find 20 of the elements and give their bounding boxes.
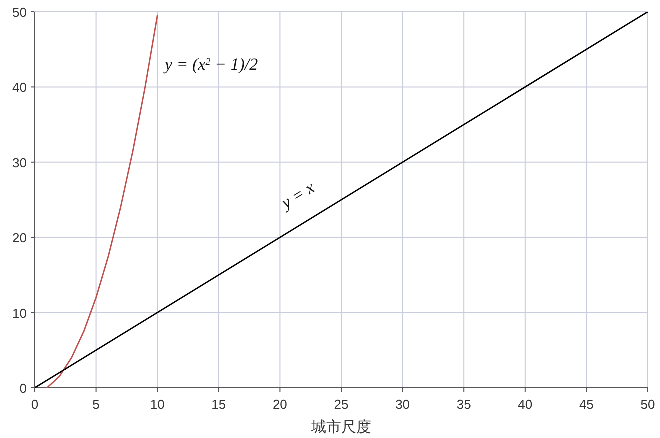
y-tick-label: 20 (12, 230, 27, 246)
y-tick-label: 40 (12, 80, 27, 96)
x-tick-label: 30 (396, 397, 410, 412)
x-tick-label: 10 (150, 397, 165, 412)
x-tick-label: 50 (640, 397, 656, 412)
x-tick-label: 0 (31, 397, 39, 412)
y-tick-label: 50 (12, 5, 27, 20)
annotation: y = x (276, 178, 318, 214)
x-tick-label: 40 (518, 397, 533, 412)
x-tick-label: 35 (456, 397, 472, 412)
y-tick-label: 0 (20, 381, 27, 396)
x-axis-title: 城市尺度 (310, 418, 372, 436)
y-tick-label: 30 (12, 155, 27, 170)
x-tick-label: 5 (92, 397, 100, 412)
x-tick-label: 25 (334, 397, 349, 412)
annotation: y = (x$^{2}$ − 1)/2 (163, 55, 259, 74)
x-tick-label: 20 (272, 397, 288, 412)
x-tick-label: 15 (212, 397, 226, 412)
x-tick-label: 45 (579, 397, 594, 412)
y-tick-label: 10 (12, 306, 27, 321)
